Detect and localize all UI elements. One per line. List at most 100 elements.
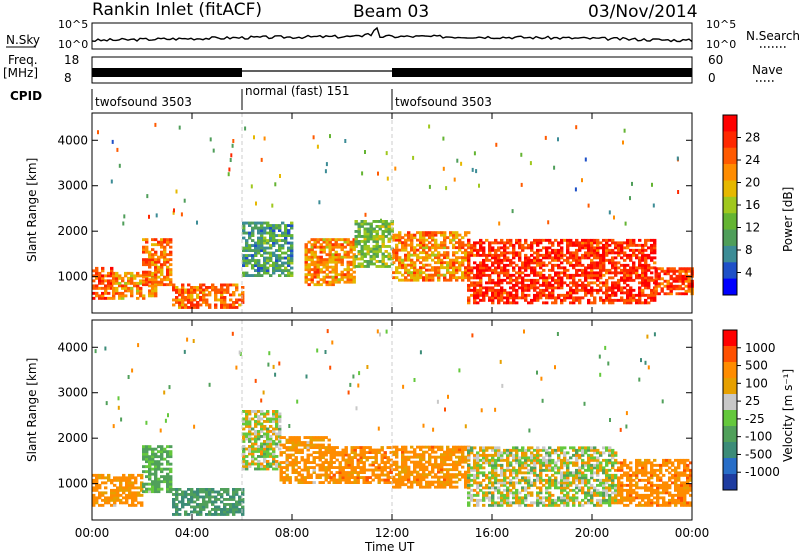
velocity-cell (560, 471, 564, 475)
power-cell (524, 273, 528, 277)
power-cell (644, 276, 648, 280)
power-cell (272, 226, 276, 230)
velocity-cell (602, 481, 606, 485)
nsky-label: N.Sky (6, 33, 40, 47)
power-cell (307, 278, 311, 282)
velocity-cell (260, 450, 264, 453)
power-cell (263, 271, 267, 275)
velocity-cell (440, 463, 444, 467)
velocity-cell (181, 493, 185, 496)
power-cell (509, 263, 513, 267)
power-cell (617, 253, 621, 257)
velocity-cell (166, 452, 170, 456)
power-cell (169, 280, 173, 284)
velocity-cell (512, 483, 516, 487)
power-cell (354, 255, 358, 258)
power-cell (584, 266, 588, 270)
power-cell (678, 272, 682, 276)
power-cell (384, 255, 388, 258)
velocity-cell (116, 498, 120, 502)
power-cell (566, 246, 570, 250)
velocity-cell (485, 476, 489, 480)
velocity-cell (467, 480, 471, 484)
velocity-cell (257, 420, 261, 423)
velocity-cell (596, 503, 600, 507)
velocity-cell (142, 447, 146, 451)
velocity-cell (578, 476, 582, 480)
power-cell (494, 271, 498, 275)
power-cell (506, 293, 510, 297)
power-cell (363, 240, 367, 243)
velocity-cell (335, 458, 339, 462)
power-cell (357, 257, 361, 261)
power-cell (357, 222, 361, 226)
velocity-cell (545, 458, 549, 462)
power-cell (641, 266, 645, 270)
power-cell (160, 265, 164, 269)
velocity-cell (113, 491, 117, 495)
velocity-cell (518, 478, 522, 482)
power-cell (569, 273, 573, 277)
power-cell (678, 284, 682, 288)
power-echo (196, 220, 198, 225)
power-cell (263, 241, 267, 245)
power-cell (337, 280, 341, 284)
power-cell (566, 276, 570, 280)
power-cell (675, 284, 679, 288)
power-cell (352, 255, 356, 259)
velocity-cell (306, 468, 310, 472)
velocity-cell (208, 495, 212, 499)
velocity-cell (309, 441, 313, 444)
velocity-cell (119, 501, 123, 505)
power-cell (497, 298, 501, 302)
power-cell (101, 279, 105, 283)
power-cell (352, 238, 356, 242)
velocity-cell (476, 483, 480, 487)
power-cell (387, 255, 391, 258)
power-cell (647, 278, 651, 282)
velocity-cell (578, 466, 582, 470)
power-cell (325, 253, 329, 257)
power-cell (479, 243, 483, 247)
velocity-cell (137, 491, 141, 495)
power-cell (476, 266, 480, 270)
power-cell (605, 258, 609, 262)
power-cell (503, 271, 507, 275)
velocity-cell (560, 448, 564, 452)
velocity-cell (572, 453, 576, 457)
power-cell (488, 248, 492, 252)
power-cell (443, 253, 447, 257)
power-cell (443, 261, 447, 265)
power-cell (644, 271, 648, 275)
power-cell (443, 243, 447, 247)
power-cell (539, 258, 543, 262)
velocity-cell (374, 456, 378, 459)
velocity-cell (335, 471, 339, 474)
power-cell (524, 238, 528, 242)
power-cell (638, 281, 642, 285)
velocity-cell (512, 448, 516, 452)
power-cell (313, 270, 317, 274)
velocity-cell (410, 485, 414, 489)
velocity-cell (488, 503, 492, 507)
power-cell (199, 303, 203, 307)
velocity-cell (315, 451, 319, 454)
power-cell (584, 291, 588, 295)
velocity-cell (539, 501, 543, 505)
power-cell (334, 265, 338, 269)
power-cell (263, 249, 267, 252)
velocity-cell (392, 478, 396, 482)
power-cell (416, 278, 420, 282)
power-cell (313, 243, 317, 247)
power-cell (467, 241, 471, 245)
power-cell (491, 246, 495, 250)
velocity-cell (521, 451, 525, 455)
power-cell (422, 258, 426, 262)
power-cell (653, 251, 657, 255)
power-cell (551, 278, 555, 282)
velocity-cell (482, 486, 486, 490)
power-cell (352, 253, 356, 257)
velocity-cell (263, 457, 267, 461)
power-cell (632, 263, 636, 267)
power-cell (107, 286, 111, 290)
